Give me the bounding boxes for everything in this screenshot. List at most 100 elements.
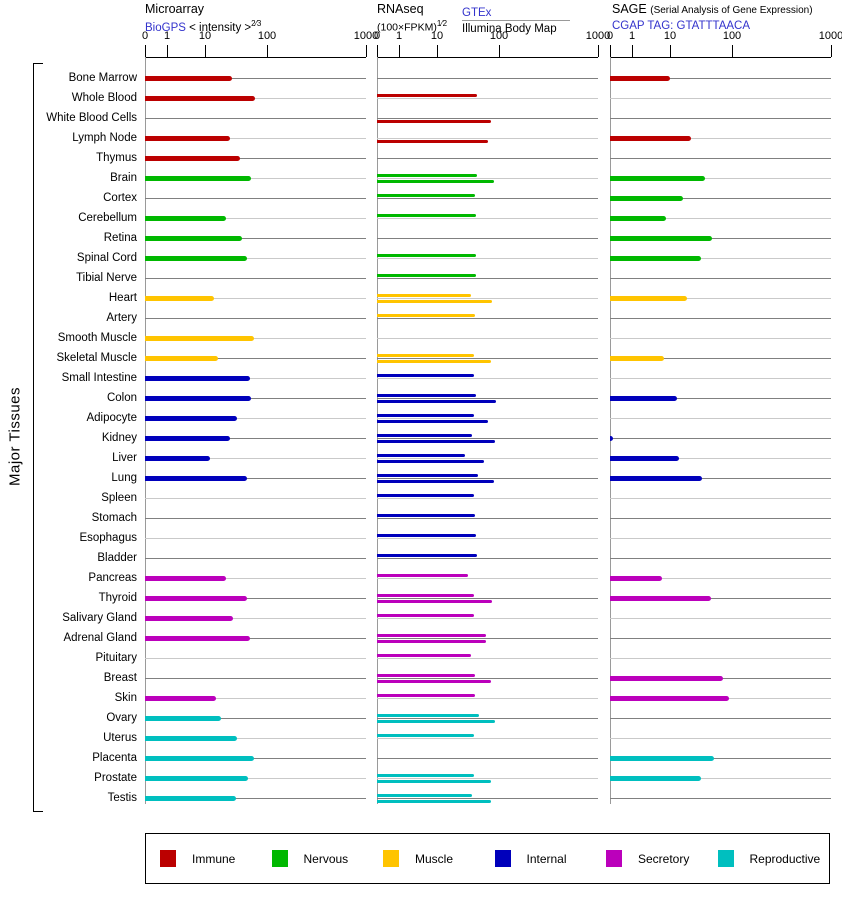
axis-tick xyxy=(499,45,500,57)
axis-tick-label: 100 xyxy=(722,30,742,42)
tissue-label: Spleen xyxy=(101,492,137,504)
row-gridline xyxy=(610,218,831,219)
row-gridline xyxy=(145,598,366,599)
tissue-label: Thymus xyxy=(96,152,137,164)
row-gridline xyxy=(377,498,598,499)
bar-microarray xyxy=(145,336,255,341)
bar-microarray xyxy=(145,736,238,741)
row-gridline xyxy=(610,618,831,619)
row-gridline xyxy=(610,638,831,639)
row-gridline xyxy=(377,438,598,439)
tissue-label: Tibial Nerve xyxy=(76,272,137,284)
bar-sage xyxy=(610,76,670,81)
row-gridline xyxy=(145,198,366,199)
row-gridline xyxy=(145,798,366,799)
tissue-label: Lung xyxy=(111,472,137,484)
bar-rnaseq-gtex xyxy=(377,394,477,397)
rnaseq-formula: (100×FPKM) xyxy=(377,21,437,34)
bar-sage xyxy=(610,356,665,361)
tissue-label: Spinal Cord xyxy=(76,252,137,264)
bar-microarray xyxy=(145,576,227,581)
legend-label: Muscle xyxy=(415,851,454,866)
row-gridline xyxy=(145,678,366,679)
bar-rnaseq-gtex xyxy=(377,274,477,277)
tissue-label: Bone Marrow xyxy=(68,72,137,84)
bar-rnaseq-gtex xyxy=(377,774,475,777)
axis-tick-label: 1000 xyxy=(585,30,611,42)
axis-tick xyxy=(732,45,733,57)
legend-swatch-internal xyxy=(494,850,511,867)
axis-tick xyxy=(167,45,168,57)
tissue-label: Kidney xyxy=(101,432,137,444)
row-gridline xyxy=(610,358,831,359)
row-gridline xyxy=(610,798,831,799)
axis-tick-label: 0 xyxy=(373,30,381,42)
row-gridline xyxy=(145,718,366,719)
row-gridline xyxy=(377,698,598,699)
bar-microarray xyxy=(145,436,230,441)
microarray-title: Microarray xyxy=(145,2,205,16)
bar-sage xyxy=(610,436,614,441)
row-gridline xyxy=(145,618,366,619)
tissue-label: Prostate xyxy=(94,772,137,784)
axis-tick xyxy=(267,45,268,57)
axis-tick xyxy=(377,45,378,57)
tissue-label: Artery xyxy=(106,312,137,324)
tissue-label: Bladder xyxy=(97,552,137,564)
row-gridline xyxy=(145,158,366,159)
legend-swatch-nervous xyxy=(271,850,288,867)
row-gridline xyxy=(377,718,598,719)
bar-microarray xyxy=(145,616,233,621)
gtex-link[interactable]: GTEx xyxy=(462,7,492,19)
axis-tick xyxy=(399,45,400,57)
bar-sage xyxy=(610,236,713,241)
axis-tick-label: 10 xyxy=(663,30,677,42)
bar-microarray xyxy=(145,456,210,461)
cgap-tag-link[interactable]: CGAP TAG: GTATTTAACA xyxy=(612,20,751,32)
row-gridline xyxy=(377,258,598,259)
row-gridline xyxy=(377,178,598,179)
row-gridline xyxy=(145,258,366,259)
row-gridline xyxy=(145,358,366,359)
bar-rnaseq-illumina xyxy=(377,140,488,143)
tissue-label: Skeletal Muscle xyxy=(56,352,137,364)
bar-rnaseq-illumina xyxy=(377,180,494,183)
bar-rnaseq-gtex xyxy=(377,354,475,357)
row-gridline xyxy=(377,658,598,659)
row-gridline xyxy=(377,778,598,779)
bar-sage xyxy=(610,176,706,181)
row-gridline xyxy=(377,798,598,799)
bar-sage xyxy=(610,756,714,761)
row-gridline xyxy=(610,338,831,339)
bar-rnaseq-illumina xyxy=(377,460,485,463)
bar-sage xyxy=(610,596,712,601)
bar-rnaseq-gtex xyxy=(377,614,475,617)
axis-vertical-line xyxy=(145,57,146,804)
legend-swatch-immune xyxy=(160,850,176,867)
legend-label: Reproductive xyxy=(749,851,821,866)
legend-label: Nervous xyxy=(303,851,349,866)
legend-label: Internal xyxy=(526,851,567,866)
row-gridline xyxy=(377,78,598,79)
row-gridline xyxy=(145,638,366,639)
row-gridline xyxy=(610,158,831,159)
tissue-label: Placenta xyxy=(92,752,137,764)
bar-rnaseq-gtex xyxy=(377,174,477,177)
row-gridline xyxy=(610,578,831,579)
row-gridline xyxy=(610,478,831,479)
row-gridline xyxy=(145,178,366,179)
row-gridline xyxy=(377,738,598,739)
bar-rnaseq-gtex xyxy=(377,554,477,557)
bar-rnaseq-gtex xyxy=(377,454,465,457)
row-gridline xyxy=(610,598,831,599)
bar-rnaseq-gtex xyxy=(377,434,473,437)
axis-tick xyxy=(610,45,611,57)
tissue-label: Small Intestine xyxy=(61,372,137,384)
bar-rnaseq-illumina xyxy=(377,360,491,363)
axis-tick xyxy=(598,45,599,57)
biogps-link[interactable]: BioGPS xyxy=(145,21,186,34)
row-gridline xyxy=(377,398,598,399)
row-gridline xyxy=(610,78,831,79)
bar-microarray xyxy=(145,236,243,241)
tissue-label: Colon xyxy=(106,392,137,404)
